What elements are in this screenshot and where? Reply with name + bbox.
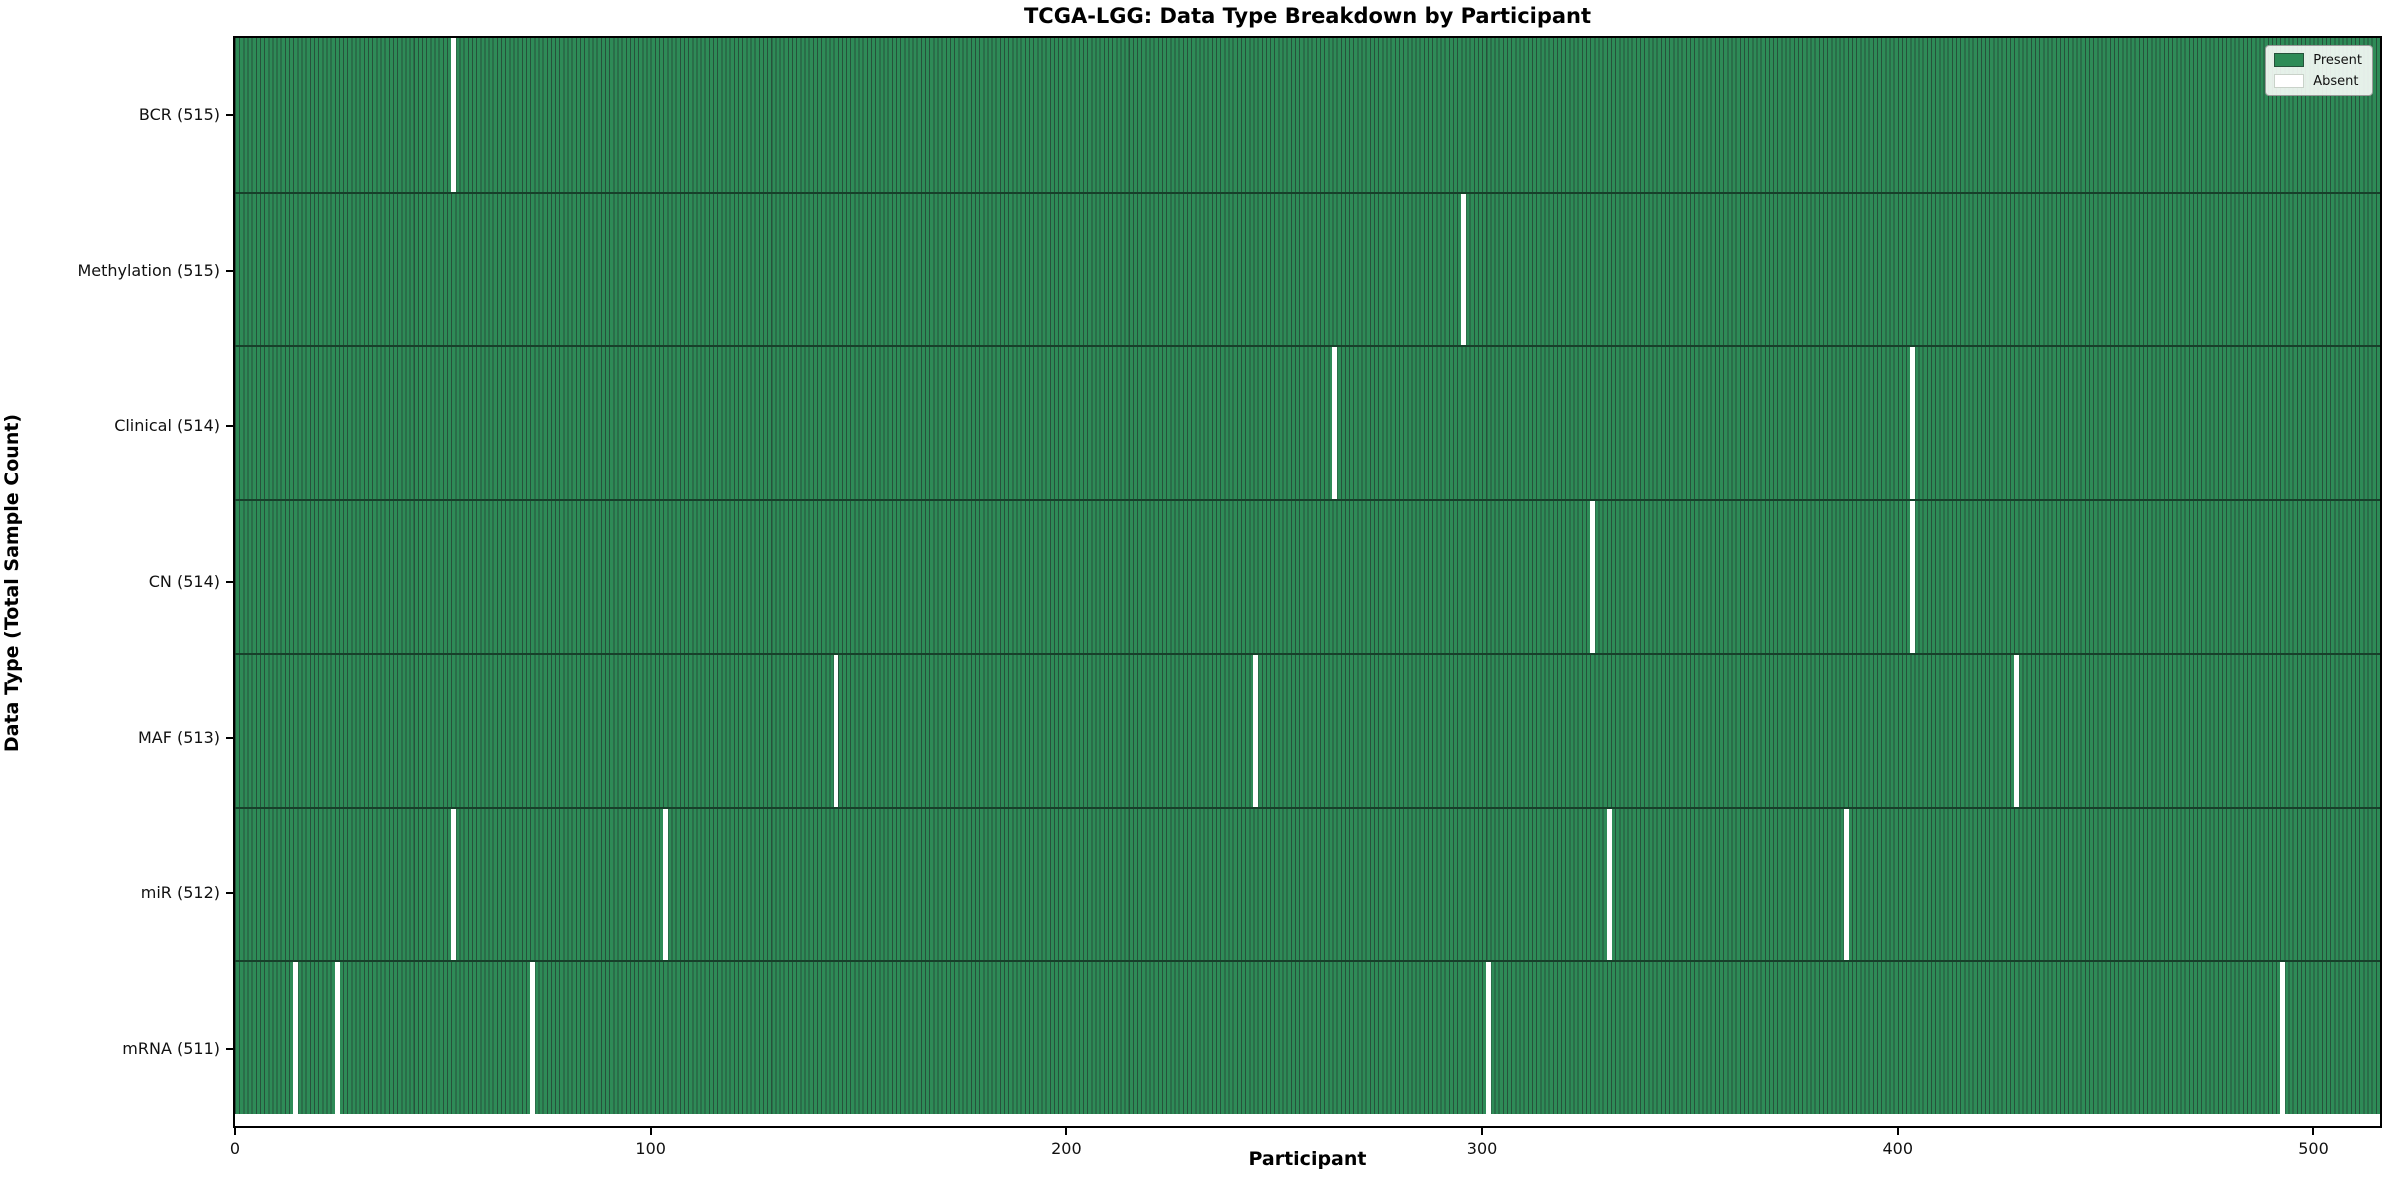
x-tick-label: 500	[2298, 1139, 2329, 1158]
present-swatch-icon	[2274, 53, 2305, 67]
y-tick-label-miR: miR (512)	[140, 883, 220, 903]
y-tick-mark	[226, 581, 233, 583]
x-tick-mark	[234, 1128, 236, 1135]
y-tick-label-BCR: BCR (515)	[138, 104, 220, 124]
y-tick-mark	[226, 425, 233, 428]
heatmap-row-CN	[235, 499, 2380, 653]
absent-gap	[530, 962, 535, 1114]
y-tick-label-CN: CN (514)	[148, 572, 220, 591]
heatmap-row-MAF	[235, 652, 2380, 807]
y-tick-mark	[226, 113, 233, 116]
x-tick-label: 100	[635, 1139, 666, 1158]
y-tick-label-mRNA: mRNA (511)	[122, 1039, 220, 1059]
absent-gap	[293, 962, 298, 1114]
absent-gap	[1486, 962, 1491, 1114]
legend-item-present: Present	[2274, 53, 2362, 67]
absent-gap	[1332, 347, 1338, 500]
absent-swatch-icon	[2274, 74, 2305, 88]
legend-item-absent: Absent	[2274, 74, 2362, 88]
absent-gap	[1843, 808, 1849, 961]
absent-gap	[1253, 654, 1259, 807]
absent-gap	[1910, 347, 1915, 500]
heatmap-row-Methylation	[235, 191, 2380, 346]
x-tick-mark	[649, 1128, 652, 1135]
absent-gap	[334, 962, 340, 1114]
heatmap-row-miR	[235, 806, 2380, 961]
heatmap-row-Clinical	[235, 345, 2380, 500]
absent-gap	[2280, 962, 2285, 1114]
x-tick-mark	[2312, 1128, 2315, 1135]
heatmap-row-mRNA	[235, 960, 2380, 1114]
plot-area: Present Absent	[233, 36, 2382, 1128]
y-tick-label-Methylation: Methylation (515)	[77, 260, 220, 280]
x-tick-mark	[1896, 1128, 1899, 1135]
absent-gap	[1606, 808, 1612, 961]
x-tick-label: 200	[1051, 1139, 1082, 1158]
absent-gap	[833, 654, 839, 807]
absent-gap	[451, 38, 456, 192]
y-tick-mark	[226, 269, 233, 272]
heatmap-rows-container	[235, 38, 2380, 1114]
x-axis-label: Participant	[1248, 1148, 1367, 1170]
absent-gap	[663, 808, 668, 961]
absent-gap	[1461, 193, 1467, 346]
x-tick-label: 0	[229, 1139, 241, 1158]
chart-title: TCGA-LGG: Data Type Breakdown by Partici…	[1023, 4, 1592, 28]
legend-label-present: Present	[2313, 52, 2362, 68]
y-tick-mark	[226, 892, 233, 895]
absent-gap	[451, 808, 456, 961]
absent-gap	[2014, 654, 2019, 807]
x-tick-mark	[1481, 1128, 1484, 1135]
x-tick-label: 400	[1882, 1139, 1914, 1158]
y-tick-label-Clinical: Clinical (514)	[114, 416, 220, 436]
x-tick-label: 300	[1466, 1139, 1498, 1158]
y-tick-mark	[226, 1048, 233, 1051]
legend: Present Absent	[2265, 45, 2373, 96]
y-tick-label-MAF: MAF (513)	[137, 727, 220, 747]
y-tick-mark	[226, 736, 233, 739]
absent-gap	[1590, 501, 1595, 653]
heatmap-row-BCR	[235, 38, 2380, 192]
legend-label-absent: Absent	[2313, 73, 2359, 89]
x-tick-mark	[1065, 1128, 1068, 1135]
absent-gap	[1910, 501, 1915, 653]
